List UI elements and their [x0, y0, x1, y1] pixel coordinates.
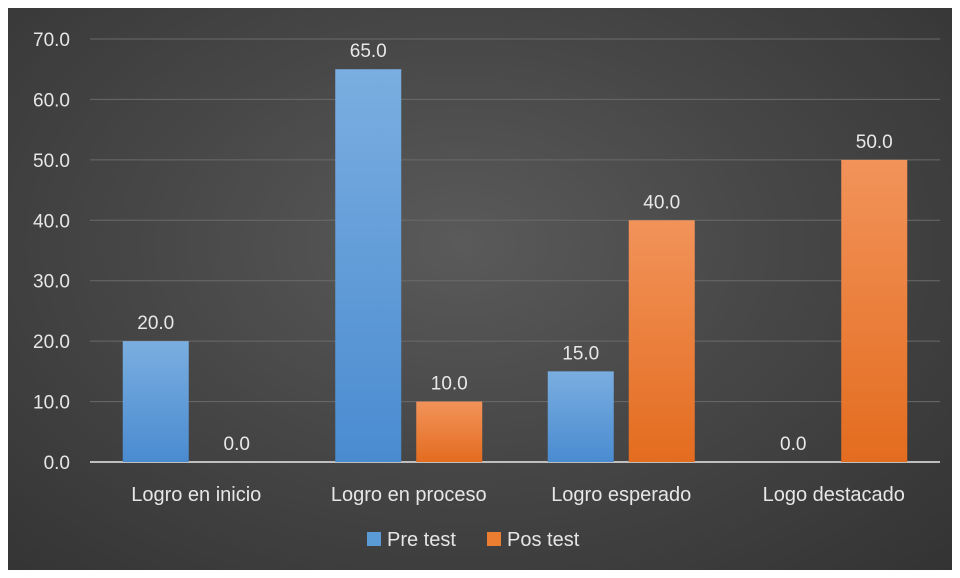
gridlines	[90, 38, 940, 463]
bars	[122, 69, 908, 462]
bar	[628, 220, 695, 462]
bar	[841, 159, 908, 462]
y-tick-label: 40.0	[33, 211, 70, 232]
legend: Pre test Pos test	[367, 529, 580, 551]
bar	[122, 341, 189, 462]
y-tick-label: 60.0	[33, 90, 70, 111]
y-axis-ticks: 0.0 10.0 20.0 30.0 40.0 50.0 60.0 70.0	[33, 30, 70, 474]
data-labels: 20.0 65.0 15.0 0.0 0.0 10.0 40.0 50.0	[137, 41, 892, 455]
data-label: 50.0	[856, 132, 893, 153]
y-tick-label: 70.0	[33, 30, 70, 51]
x-category-label: Logo destacado	[763, 484, 905, 506]
x-category-label: Logro en proceso	[331, 484, 487, 506]
y-tick-label: 30.0	[33, 272, 70, 293]
bar	[547, 371, 614, 462]
legend-label: Pre test	[387, 529, 456, 551]
data-label: 20.0	[137, 313, 174, 334]
legend-swatch	[367, 532, 381, 546]
data-label: 40.0	[643, 192, 680, 213]
x-axis-categories: Logro en inicio Logro en proceso Logro esp…	[131, 484, 905, 506]
y-tick-label: 10.0	[33, 393, 70, 414]
bar	[416, 401, 483, 462]
y-tick-label: 0.0	[44, 453, 70, 474]
data-label: 15.0	[562, 343, 599, 364]
data-label: 0.0	[224, 434, 250, 455]
data-label: 0.0	[780, 434, 806, 455]
data-label: 65.0	[350, 41, 387, 62]
x-category-label: Logro en inicio	[131, 484, 261, 506]
y-tick-label: 50.0	[33, 151, 70, 172]
legend-swatch	[487, 532, 501, 546]
x-category-label: Logro esperado	[551, 484, 691, 506]
y-tick-label: 20.0	[33, 332, 70, 353]
chart-area: 0.0 10.0 20.0 30.0 40.0 50.0 60.0 70.0 20.0 65.0…	[8, 8, 952, 570]
legend-label: Pos test	[507, 529, 580, 551]
bar	[335, 69, 402, 462]
data-label: 10.0	[431, 374, 468, 395]
bar-chart: 0.0 10.0 20.0 30.0 40.0 50.0 60.0 70.0 20.0 65.0…	[33, 30, 940, 551]
